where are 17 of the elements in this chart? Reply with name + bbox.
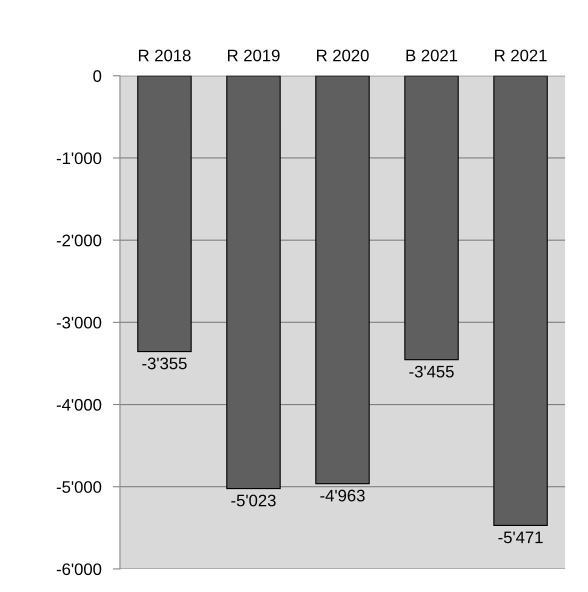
x-tick-label: R 2019	[228, 50, 280, 62]
data-label: -5'023	[231, 494, 276, 506]
x-tick-label: R 2020	[317, 50, 369, 62]
y-tick-label: 0	[93, 70, 102, 82]
y-tick-label: -4'000	[56, 398, 102, 411]
data-label: -4'963	[320, 490, 365, 502]
data-label: -3'355	[142, 358, 187, 370]
y-tick-label: -3'000	[56, 316, 102, 329]
y-tick-label: -6'000	[56, 563, 102, 576]
y-tick-label: -2'000	[56, 234, 102, 246]
data-label: -3'455	[409, 366, 454, 378]
y-tick-label: -5'000	[56, 481, 102, 493]
x-tick-label: B 2021	[406, 50, 458, 62]
x-tick-label: R 2018	[138, 50, 191, 62]
data-label: -5'471	[498, 532, 543, 544]
x-tick-label: R 2021	[495, 50, 547, 62]
y-tick-label: -1'000	[56, 152, 102, 164]
